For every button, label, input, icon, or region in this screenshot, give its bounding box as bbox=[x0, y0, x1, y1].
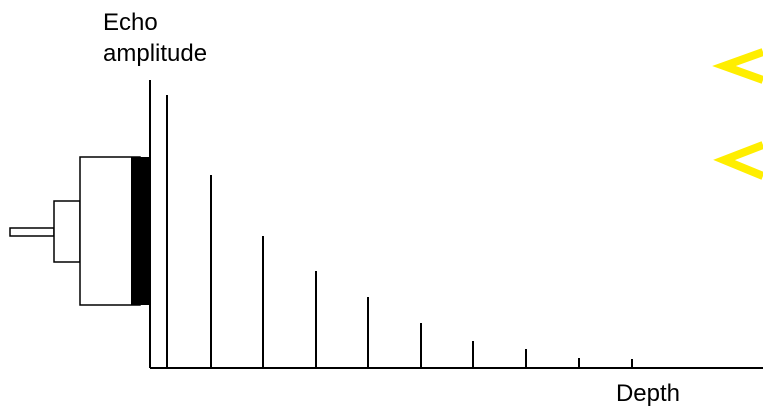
y-axis-label: amplitude bbox=[103, 40, 207, 67]
annotation-mark bbox=[713, 141, 763, 180]
transducer-element bbox=[131, 157, 150, 305]
echo-lines bbox=[166, 95, 633, 368]
x-axis-label: Depth bbox=[616, 380, 680, 407]
transducer-neck bbox=[53, 200, 81, 263]
transducer-rod bbox=[9, 227, 55, 237]
annotation-mark bbox=[712, 48, 763, 84]
transducer-body bbox=[79, 156, 141, 306]
y-axis-label: Echo bbox=[103, 9, 158, 36]
